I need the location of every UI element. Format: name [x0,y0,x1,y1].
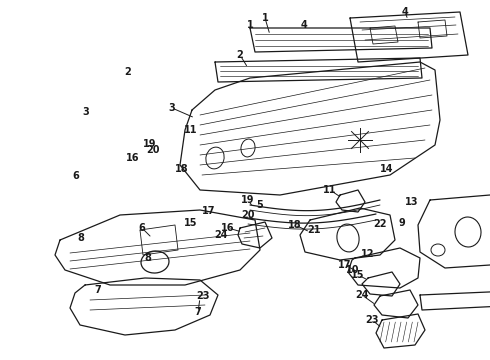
Text: 3: 3 [169,103,175,113]
Text: 17: 17 [338,260,352,270]
Text: 14: 14 [380,164,394,174]
Text: 1: 1 [262,13,269,23]
Text: 11: 11 [184,125,198,135]
Text: 24: 24 [355,290,369,300]
Text: 16: 16 [221,223,235,233]
Text: 10: 10 [346,265,360,275]
Text: 6: 6 [139,223,146,233]
Text: 7: 7 [195,307,201,317]
Text: 17: 17 [201,206,215,216]
Text: 18: 18 [174,164,188,174]
Text: 23: 23 [365,315,379,325]
Text: 15: 15 [351,270,365,280]
Text: 16: 16 [125,153,139,163]
Text: 8: 8 [145,253,151,263]
Text: 22: 22 [373,219,387,229]
Text: 19: 19 [241,195,255,205]
Text: 13: 13 [405,197,418,207]
Text: 24: 24 [214,230,227,240]
Text: 2: 2 [124,67,131,77]
Text: 11: 11 [323,185,337,195]
Text: 19: 19 [143,139,156,149]
Text: 4: 4 [300,20,307,30]
Text: 7: 7 [95,285,101,295]
Text: 20: 20 [241,210,255,220]
Text: 5: 5 [256,200,263,210]
Text: 20: 20 [146,145,160,156]
Text: 4: 4 [402,7,408,17]
Text: 6: 6 [73,171,79,181]
Text: 15: 15 [184,218,198,228]
Text: 12: 12 [361,249,374,259]
Text: 8: 8 [77,233,84,243]
Text: 1: 1 [246,20,253,30]
Text: 2: 2 [237,50,244,60]
Text: 18: 18 [288,220,302,230]
Text: 21: 21 [307,225,320,235]
Text: 9: 9 [398,218,405,228]
Text: 23: 23 [196,291,210,301]
Text: 3: 3 [82,107,89,117]
